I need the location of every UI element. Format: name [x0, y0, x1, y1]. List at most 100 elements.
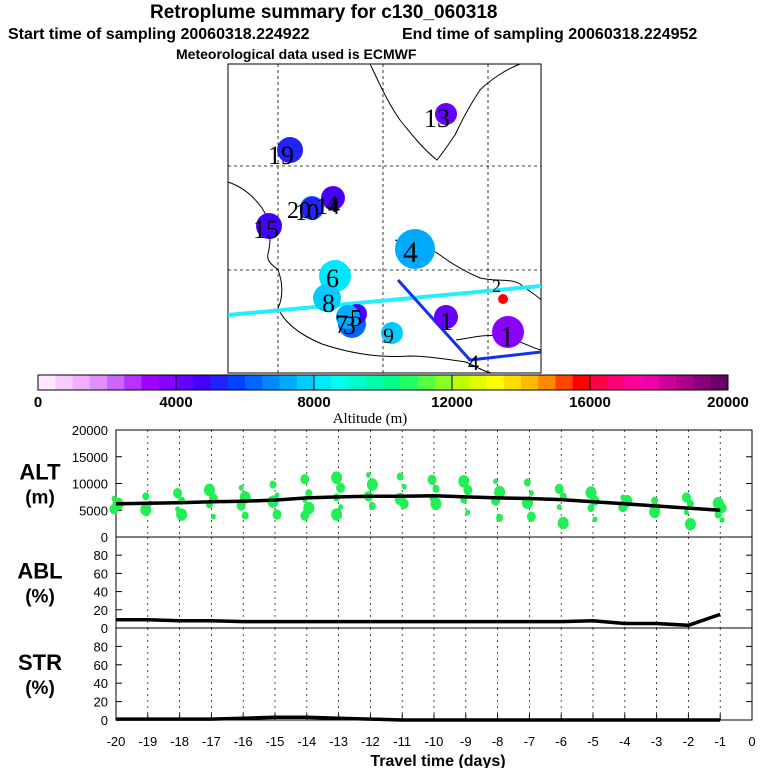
cluster-marker	[434, 305, 458, 329]
alt-scatter-point	[300, 510, 310, 521]
x-tick-label: -20	[107, 734, 126, 749]
colorbar-tick-label: 0	[34, 394, 42, 411]
x-tick-label: -13	[329, 734, 348, 749]
panel-y-tick-label: 40	[94, 585, 108, 600]
cluster-label: 10	[295, 200, 319, 226]
cluster-label: 6	[326, 264, 339, 293]
cluster-marker	[381, 322, 403, 344]
alt-scatter-point	[587, 504, 595, 513]
alt-scatter-point	[173, 487, 183, 499]
x-tick-label: -14	[297, 734, 316, 749]
colorbar-segment	[262, 375, 280, 390]
alt-scatter-point	[269, 480, 277, 489]
colorbar-segment	[624, 375, 643, 390]
alt-scatter-point	[331, 471, 343, 484]
panel-y-tick-label: 20	[94, 695, 108, 710]
colorbar-segment	[124, 375, 142, 390]
x-axis-label: Travel time (days)	[370, 753, 505, 768]
cluster-label: 15	[253, 215, 279, 244]
panel-series-line	[116, 715, 721, 722]
panel-y-label: ABL	[17, 559, 62, 584]
colorbar-segment	[193, 375, 211, 390]
time-series-panels: 0 5000 10000 15000 20000 ALT (m) 0 20 40 60 80 ABL (%…	[17, 423, 755, 768]
colorbar-segment	[331, 375, 349, 390]
panel-y-tick-label: 40	[94, 676, 108, 691]
panel-y-label: (m)	[25, 488, 55, 509]
x-tick-label: -2	[683, 734, 695, 749]
colorbar-segment	[434, 375, 453, 390]
cluster-label: 1	[500, 322, 514, 353]
alt-scatter-point	[683, 509, 689, 516]
end-time-label: End time of sampling 20060318.224952	[402, 26, 698, 43]
colorbar-segment	[55, 375, 73, 390]
alt-scatter-point	[368, 501, 376, 510]
colorbar-segment	[365, 375, 384, 390]
cluster-marker	[395, 229, 435, 269]
colorbar-segment	[538, 375, 556, 390]
panel-y-label: (%)	[25, 678, 55, 699]
alt-scatter-point	[176, 508, 188, 521]
colorbar-segment	[383, 375, 401, 390]
colorbar-segment	[141, 375, 160, 390]
cluster-marker	[336, 305, 360, 329]
alt-scatter-point	[399, 498, 409, 510]
colorbar-segment	[314, 375, 332, 390]
alt-scatter-point	[463, 484, 473, 496]
alt-scatter-point	[140, 503, 152, 517]
x-tick-label: -17	[202, 734, 221, 749]
cluster-label: 2	[492, 276, 501, 296]
colorbar-segment	[89, 375, 108, 390]
colorbar-segment	[296, 375, 315, 390]
cluster-label: 4	[326, 192, 338, 218]
colorbar-segment	[452, 375, 470, 390]
colorbar-tick-label: 4000	[159, 394, 192, 411]
alt-scatter-point	[203, 483, 215, 497]
alt-scatter-point	[714, 510, 722, 519]
alt-scatter-point	[109, 504, 119, 515]
altitude-colorbar: 0 4000 8000 12000 16000 20000 Altitude (m)	[34, 374, 749, 427]
cluster-label: 14	[316, 194, 340, 220]
map-gridlines	[228, 64, 541, 373]
flight-track-cyan	[227, 284, 542, 317]
colorbar-segment	[245, 375, 263, 390]
alt-scatter-point	[142, 492, 150, 501]
colorbar-segment	[521, 375, 539, 390]
colorbar-segment	[279, 375, 298, 390]
x-tick-label: -3	[651, 734, 663, 749]
alt-scatter-point	[557, 516, 569, 530]
colorbar-segment	[607, 375, 625, 390]
colorbar-segment	[503, 375, 522, 390]
colorbar-tick-label: 8000	[297, 394, 330, 411]
panel-y-label: ALT	[19, 460, 61, 485]
alt-scatter-point	[556, 504, 562, 510]
x-tick-label: 0	[748, 734, 755, 749]
panel-y-tick-label: 60	[94, 566, 108, 581]
cluster-label: 19	[268, 141, 294, 170]
x-tick-label: -7	[524, 734, 536, 749]
alt-scatter-point	[432, 484, 440, 493]
alt-scatter-point	[523, 478, 531, 487]
colorbar-segment	[176, 375, 194, 390]
cluster-label: 13	[424, 104, 450, 133]
colorbar-segment	[710, 375, 729, 390]
cluster-marker	[435, 103, 457, 125]
x-tick-label: -12	[361, 734, 380, 749]
panel-y-label: STR	[18, 650, 62, 675]
alt-scatter-point	[272, 509, 282, 520]
x-tick-label: -9	[460, 734, 472, 749]
colorbar-segment	[158, 375, 177, 390]
alt-scatter-point	[430, 497, 442, 511]
start-time-label: Start time of sampling 20060318.224922	[8, 26, 310, 43]
x-tick-label: -1	[714, 734, 726, 749]
alt-scatter-point	[526, 511, 536, 522]
alt-scatter-point	[686, 499, 694, 508]
colorbar-segment	[38, 375, 56, 390]
colorbar-segment	[348, 375, 367, 390]
alt-scatter-point	[427, 474, 437, 485]
colorbar-segment	[676, 375, 694, 390]
cluster-label: 5	[350, 306, 362, 332]
x-tick-label: -16	[234, 734, 253, 749]
cluster-marker	[322, 187, 344, 209]
x-tick-label: -11	[393, 734, 411, 749]
